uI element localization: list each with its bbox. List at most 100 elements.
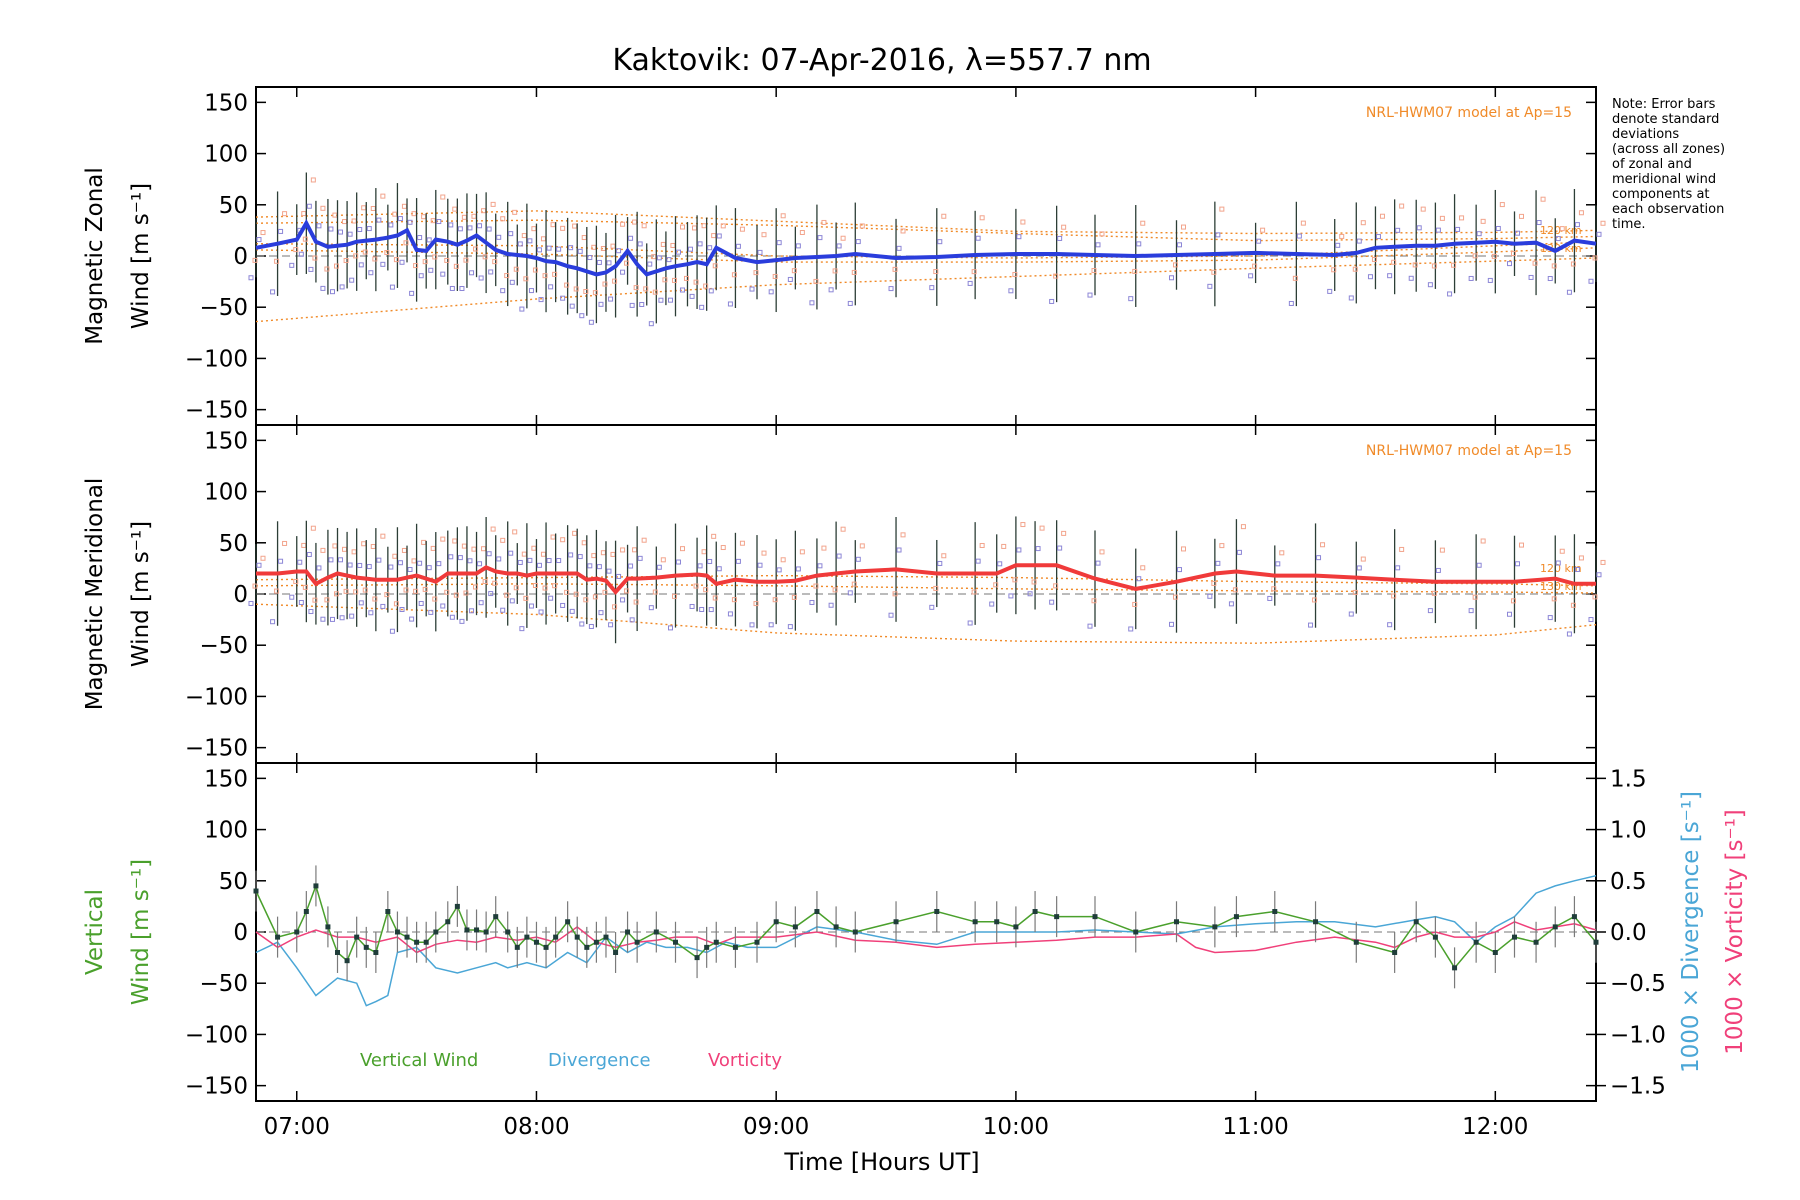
zone-dot [735,243,741,249]
vertical-wind-point [584,944,590,950]
zone-dot [453,263,459,269]
zone-dot [780,213,786,219]
vertical-wind-point [1092,914,1098,920]
zone-dot [739,226,745,232]
vertical-wind-point [653,929,659,935]
zone-dot [620,547,626,553]
zone-dot [453,592,459,598]
zone-dot [579,313,585,319]
zone-dot [1027,591,1033,597]
zone-dot [1574,222,1580,228]
zone-dot [791,594,797,600]
zone-dot [652,289,658,295]
zone-dot [428,267,434,273]
vertical-wind-point [603,934,609,940]
zone-dot [1049,599,1055,605]
zone-dot [660,557,666,563]
zone-dot [550,222,556,228]
zone-dot [413,263,419,269]
x-axis-label: Time [Hours UT] [783,1148,979,1176]
zone-dot [795,566,801,572]
zone-dot [1087,292,1093,298]
x-tick-label: 08:00 [503,1114,569,1140]
zone-dot [1327,288,1333,294]
zone-dot [836,553,842,559]
vertical-wind-point [553,934,559,940]
zone-dot [1320,542,1326,548]
zone-dot [330,289,336,295]
zone-dot [761,232,767,238]
zone-dot [703,587,709,593]
zone-dot [1510,251,1516,257]
zone-dot [612,278,618,284]
zone-dot [513,266,519,272]
zone-dot [689,293,695,299]
panel-vertical: −150 −100 −50 0 50 100 150 Vertical Wind [m s⁻¹]… [82,762,1748,1102]
zone-dot [1140,565,1146,571]
zone-dot [448,222,454,228]
zone-dot [556,558,562,564]
y2-tick-label: −1.0 [1610,1022,1666,1048]
zone-dot [560,602,566,608]
zone-dot [596,564,602,570]
zone-dot [577,554,583,560]
zone-dot [616,248,622,254]
zone-dot [573,286,579,292]
zone-dot [1570,261,1576,267]
zone-dot [592,594,598,600]
zone-dot [508,550,514,556]
zone-dot [413,588,419,594]
zone-dot [720,545,726,551]
zone-dot [821,219,827,225]
x-tick-label: 12:00 [1462,1114,1528,1140]
vertical-wind-point [1313,919,1319,925]
y-tick-label: −100 [185,1022,248,1048]
zone-dot [306,551,312,557]
zone-dot [1001,543,1007,549]
zone-dot [1555,560,1561,566]
zone-dot [1427,282,1433,288]
zone-dot [675,559,681,565]
vertical-wind-point [972,919,978,925]
zone-dot [274,258,280,264]
zone-dot [731,272,737,278]
zone-dot [308,266,314,272]
zone-dot [701,549,707,555]
zone-dot [656,564,662,570]
zone-dot [809,300,815,306]
zone-dot [847,590,853,596]
zone-dot [727,611,733,617]
zone-dot [517,559,523,565]
zone-dot [330,616,336,622]
zone-dot [666,257,672,263]
zone-dot [739,540,745,546]
zone-dot [817,235,823,241]
y-tick-label: 150 [204,90,248,116]
zone-dot [667,297,673,303]
zone-dot [1211,580,1217,586]
zone-dot [708,607,714,613]
vertical-wind-point [1233,914,1239,920]
zone-dot [496,234,502,240]
y2-tick-label: 1.5 [1610,766,1647,792]
zone-dot [376,217,382,223]
zone-dot [859,543,865,549]
y-axis-label: Vertical [82,889,108,975]
zone-dot [362,587,368,593]
zone-dot [500,537,506,543]
vertical-wind-point [1272,909,1278,915]
zone-dot [979,543,985,549]
y2-axis-label-vorticity: 1000 × Vorticity [s⁻¹] [1722,809,1748,1055]
zone-dot [1375,234,1381,240]
zone-dot [463,257,469,263]
zone-dot [504,592,510,598]
zone-dot [671,277,677,283]
zone-dot [531,545,537,551]
zone-dot [1439,547,1445,553]
zone-dot [971,269,977,275]
divergence-line [255,874,1597,1007]
zone-dot [1435,567,1441,573]
zone-dot [971,589,977,595]
zone-dot [399,607,405,613]
zone-dot [847,300,853,306]
